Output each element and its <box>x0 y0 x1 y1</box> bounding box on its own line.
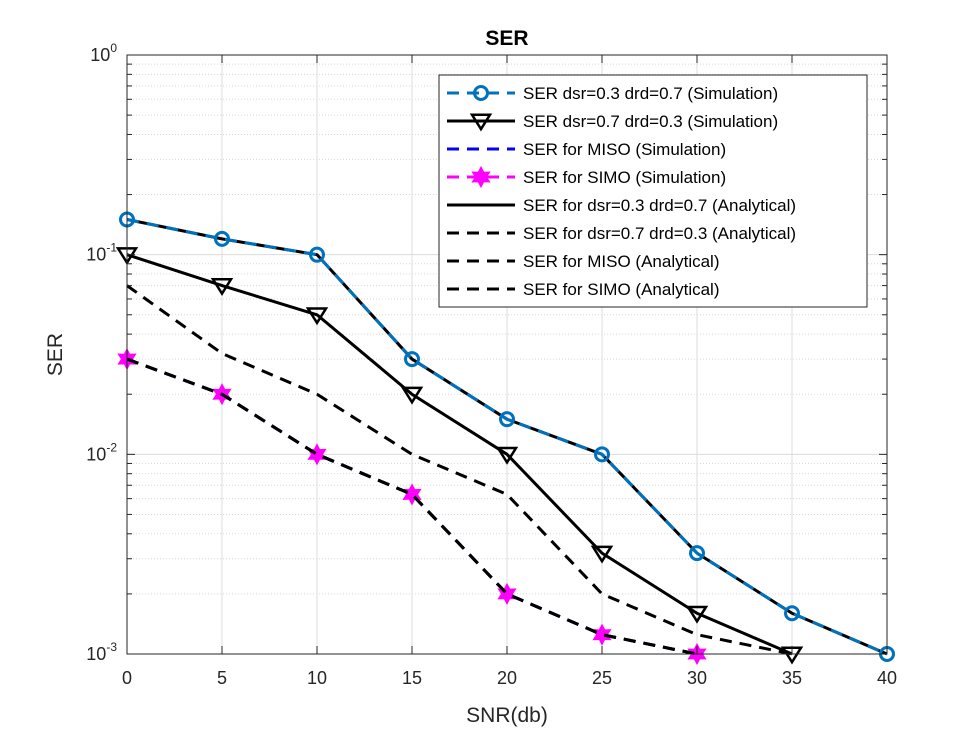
legend-item: SER for MISO (Analytical) <box>447 252 720 271</box>
y-tick-label: 10-3 <box>86 640 117 664</box>
triangle-marker <box>210 278 234 297</box>
legend-item: SER dsr=0.7 drd=0.3 (Simulation) <box>447 112 778 132</box>
circle-marker <box>784 605 800 622</box>
x-tick-label: 25 <box>592 668 612 688</box>
circle-marker <box>309 246 325 263</box>
circle-marker <box>214 230 230 247</box>
y-axis-label: SER <box>44 333 67 376</box>
legend-label: SER dsr=0.3 drd=0.7 (Simulation) <box>523 84 778 103</box>
triangle-marker <box>400 386 424 405</box>
x-tick-label: 40 <box>877 668 897 688</box>
legend-item: SER for dsr=0.7 drd=0.3 (Analytical) <box>447 224 796 243</box>
y-tick-label: 100 <box>90 41 117 65</box>
series-line <box>126 357 698 656</box>
legend-label: SER for SIMO (Analytical) <box>523 280 720 299</box>
series-layer <box>115 211 895 666</box>
chart-title: SER <box>485 27 528 50</box>
series-line <box>126 253 793 656</box>
series-line <box>126 284 793 656</box>
triangle-marker <box>590 545 614 564</box>
x-tick-label: 30 <box>687 668 707 688</box>
y-tick-label: 10-2 <box>86 440 117 464</box>
legend-item: SER dsr=0.3 drd=0.7 (Simulation) <box>447 84 778 103</box>
x-tick-label: 5 <box>217 668 227 688</box>
circle-marker <box>689 545 705 562</box>
x-tick-label: 20 <box>497 668 517 688</box>
hexagram-marker <box>497 582 517 605</box>
x-tick-label: 35 <box>782 668 802 688</box>
circle-marker <box>473 85 489 101</box>
hexagram-marker <box>471 165 491 189</box>
series-2 <box>115 247 804 665</box>
legend-label: SER for MISO (Simulation) <box>523 140 726 159</box>
x-tick-label: 15 <box>402 668 422 688</box>
series-6 <box>126 284 793 656</box>
legend-item: SER for SIMO (Analytical) <box>447 280 720 299</box>
legend-box <box>438 74 868 308</box>
circle-marker <box>499 411 515 428</box>
circle-marker <box>404 351 420 368</box>
series-line <box>126 218 888 656</box>
series-8 <box>126 357 698 656</box>
legend-label: SER for dsr=0.3 drd=0.7 (Analytical) <box>523 196 796 215</box>
x-axis-label: SNR(db) <box>466 704 548 727</box>
triangle-marker <box>495 446 519 465</box>
legend-label: SER for MISO (Analytical) <box>523 252 720 271</box>
x-tick-label: 10 <box>307 668 327 688</box>
legend-item: SER for dsr=0.3 drd=0.7 (Analytical) <box>447 196 796 215</box>
legend-item: SER for SIMO (Simulation) <box>447 165 726 189</box>
circle-marker <box>594 446 610 463</box>
triangle-marker <box>305 307 329 326</box>
y-tick-label: 10-1 <box>86 241 117 265</box>
triangle-marker <box>685 605 709 624</box>
series-1 <box>119 211 895 662</box>
x-tick-label: 0 <box>122 668 132 688</box>
legend: SER dsr=0.3 drd=0.7 (Simulation) SER dsr=… <box>438 74 868 308</box>
legend-label: SER for SIMO (Simulation) <box>523 168 726 187</box>
legend-label: SER dsr=0.7 drd=0.3 (Simulation) <box>523 112 778 131</box>
legend-label: SER for dsr=0.7 drd=0.3 (Analytical) <box>523 224 796 243</box>
ticks: 0 5 10 15 20 25 30 35 40 10-3 10-2 10-1 100 <box>86 41 897 688</box>
legend-item: SER for MISO (Simulation) <box>447 140 726 159</box>
triangle-marker <box>469 113 493 132</box>
